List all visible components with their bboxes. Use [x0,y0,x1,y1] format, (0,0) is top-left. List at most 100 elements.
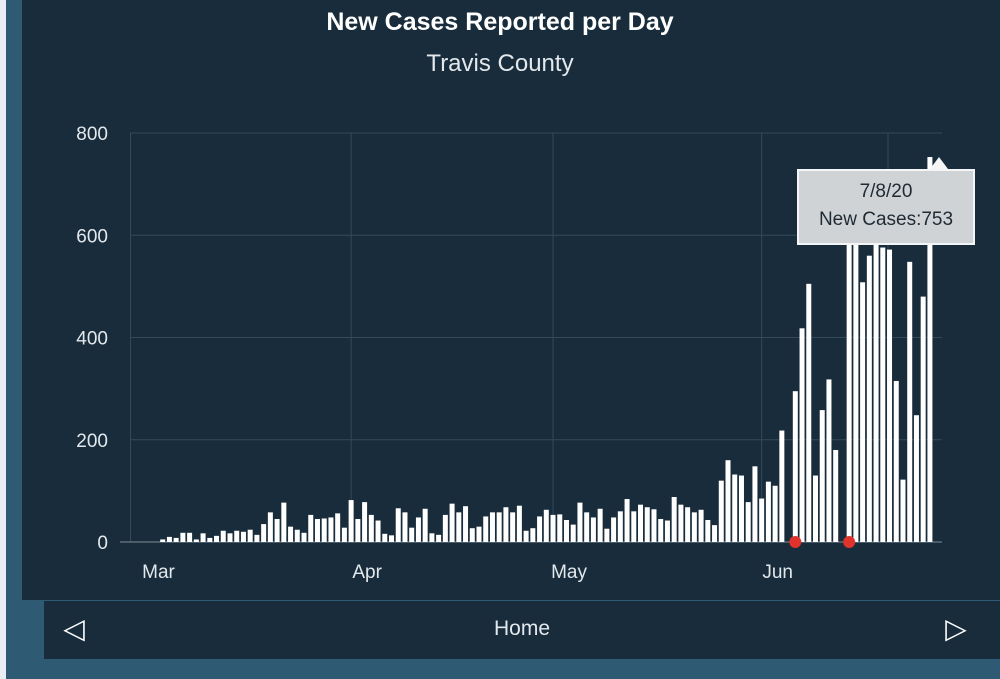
bar [819,410,825,542]
bar [799,328,805,542]
bar [382,533,388,542]
data-marker [843,536,856,548]
bar [732,474,738,542]
y-tick-label: 200 [76,431,108,452]
bar [476,526,482,542]
bar [678,504,684,542]
bar [355,518,361,542]
bar [698,509,704,542]
bar [584,512,590,542]
bar [664,520,670,542]
nav-home-label[interactable]: Home [493,617,551,640]
bar [261,524,267,542]
bar [281,502,287,542]
bar [590,517,596,542]
bar [166,536,172,542]
bar [503,507,509,542]
bar [234,530,240,542]
bar [247,529,253,542]
tooltip-value: New Cases:753 [818,209,954,230]
bar [806,283,812,542]
bar [389,535,395,542]
bar [880,247,886,542]
bar [442,514,448,542]
bar [900,479,906,542]
bar [530,528,536,542]
bar [516,505,522,542]
bar [321,518,327,542]
bar [543,509,549,542]
bar [180,532,186,542]
bar [335,513,341,542]
x-tick-label: Mar [142,562,175,583]
bar [759,498,765,542]
y-tick-label: 800 [76,124,108,145]
bar [638,504,644,542]
bar [160,539,166,542]
bar [718,480,724,542]
bar [375,520,381,542]
bar [705,520,711,542]
markers [789,536,856,548]
bar [920,296,926,542]
chart-tooltip: 7/8/20 New Cases:753 [797,169,975,245]
bars [160,157,933,543]
bar [314,518,320,542]
bar [826,379,832,542]
bar [214,535,220,542]
bar [409,527,415,542]
left-edge-strip [0,0,6,679]
bar [341,527,347,542]
x-tick-label: May [551,562,587,583]
bar [193,539,199,542]
bar [685,507,691,542]
bar [523,530,529,542]
bar [617,511,623,542]
bar [907,261,913,542]
bar [200,533,206,542]
bar [294,529,300,542]
bar [611,517,617,542]
bar [658,518,664,542]
bar [779,430,785,542]
bar [227,533,233,542]
bar [328,517,334,542]
bar [671,497,677,542]
bar [362,502,368,542]
bar [846,174,852,543]
bar [927,157,933,542]
bar [651,509,657,542]
bar [765,481,771,542]
bar [274,518,280,542]
bar [712,525,718,542]
bar [745,502,751,542]
bottom-navigation-bar: ◁ Home ▷ [44,601,1000,659]
x-tick-label: Apr [352,562,382,583]
next-arrow-icon[interactable]: ▷ [945,613,967,644]
bar [873,173,879,542]
bar [496,512,502,542]
bar [813,475,818,542]
bar [833,449,839,542]
chart-subtitle: Travis County [426,50,574,77]
bar [752,466,758,542]
bar [415,517,421,542]
bar [604,528,610,542]
previous-arrow-icon[interactable]: ◁ [63,613,85,644]
bar [220,530,226,542]
bar [853,173,859,542]
bar [893,380,899,542]
bar [308,514,314,542]
bar [489,512,495,542]
bar [254,534,260,542]
bar [436,534,442,542]
bar [449,503,455,542]
bar [644,507,650,542]
bar [631,511,637,542]
tooltip-date: 7/8/20 [859,181,913,202]
chart-title: New Cases Reported per Day [326,8,674,36]
bar [483,516,489,542]
bar [207,537,213,542]
data-marker [789,536,802,548]
bar [288,526,294,542]
